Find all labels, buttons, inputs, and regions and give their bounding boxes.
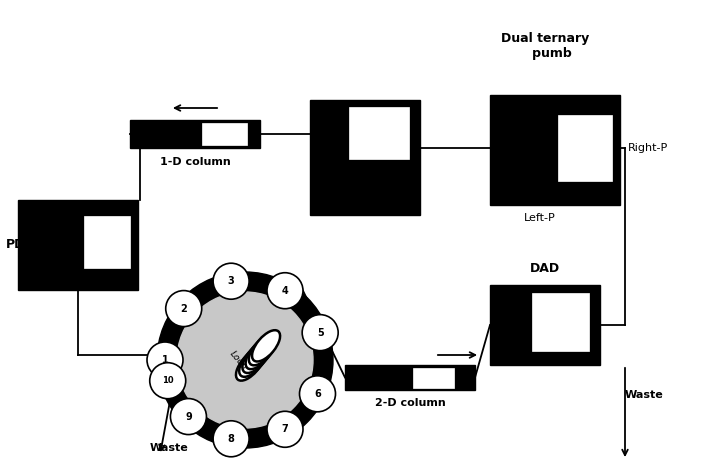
Circle shape (166, 290, 202, 326)
Text: Dual ternary
   pumb: Dual ternary pumb (501, 32, 589, 60)
Text: 2: 2 (180, 304, 187, 313)
Circle shape (147, 342, 183, 378)
Text: Loop: Loop (228, 349, 248, 371)
Circle shape (299, 376, 335, 412)
Ellipse shape (242, 342, 270, 373)
Circle shape (213, 263, 249, 299)
Bar (18, 200, 138, 290)
Text: 7: 7 (281, 425, 289, 434)
Text: 2-D column: 2-D column (374, 398, 445, 408)
Bar (413, 368, 454, 388)
Circle shape (267, 273, 303, 309)
Circle shape (177, 292, 313, 428)
Circle shape (267, 411, 303, 447)
Bar (349, 107, 409, 159)
Bar (201, 123, 247, 145)
Ellipse shape (236, 349, 264, 381)
Bar (490, 95, 620, 205)
Text: Waste: Waste (625, 390, 664, 400)
Text: Autosampler: Autosampler (328, 190, 403, 200)
Bar (490, 285, 600, 365)
Text: 10: 10 (162, 376, 174, 385)
Bar (557, 115, 612, 181)
Circle shape (157, 272, 333, 448)
Circle shape (170, 398, 206, 435)
Text: 5: 5 (317, 328, 323, 338)
Text: 9: 9 (185, 411, 192, 422)
Bar (84, 216, 130, 269)
Text: Left-P: Left-P (524, 213, 556, 223)
Ellipse shape (245, 338, 274, 369)
Text: 3: 3 (228, 276, 235, 286)
Ellipse shape (239, 346, 267, 377)
Text: 1: 1 (162, 355, 168, 365)
Text: 6: 6 (314, 389, 321, 399)
Text: Waste: Waste (150, 443, 189, 453)
Text: 4: 4 (281, 286, 289, 296)
Text: DAD: DAD (530, 262, 560, 275)
Bar (130, 120, 260, 148)
Ellipse shape (249, 334, 277, 365)
Text: PDA: PDA (6, 239, 35, 252)
Circle shape (150, 363, 186, 399)
Text: Right-P: Right-P (628, 143, 669, 153)
Bar (532, 293, 589, 351)
Text: 1-D column: 1-D column (160, 157, 230, 167)
Bar (345, 365, 475, 390)
Text: 8: 8 (228, 434, 235, 444)
Ellipse shape (252, 330, 280, 361)
Bar (310, 100, 420, 215)
Circle shape (302, 315, 338, 351)
Circle shape (213, 421, 249, 457)
